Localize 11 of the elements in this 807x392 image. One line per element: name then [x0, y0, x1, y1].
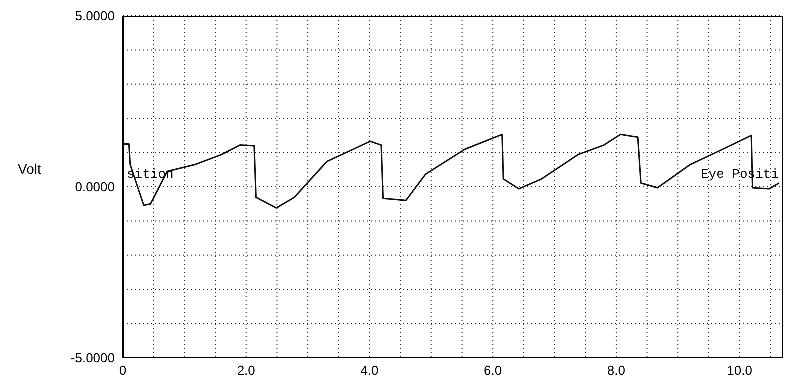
- x-tick-label: 2.0: [237, 363, 256, 378]
- x-tick-label: 10.0: [727, 363, 752, 378]
- x-tick-label: 6.0: [484, 363, 502, 378]
- y-tick-label: 0.0000: [75, 180, 115, 195]
- x-tick-label: 0: [119, 363, 127, 378]
- x-tick-label: 4.0: [360, 363, 379, 378]
- y-tick-label: 5.0000: [75, 8, 115, 24]
- y-tick-label: -5.0000: [70, 350, 115, 366]
- x-tick-label: 8.0: [607, 363, 626, 378]
- y-axis-title: Volt: [18, 161, 42, 177]
- line-series: [123, 134, 780, 209]
